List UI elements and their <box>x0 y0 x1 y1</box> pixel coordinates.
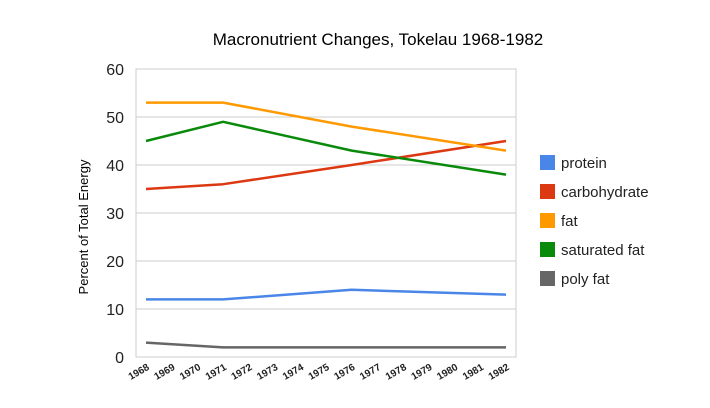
legend-swatch <box>540 155 555 170</box>
series-line-saturated-fat <box>145 120 507 176</box>
y-tick-label: 40 <box>106 158 124 175</box>
y-tick-label: 20 <box>106 254 124 271</box>
x-tick-label: 1971 <box>204 362 229 383</box>
y-tick-labels: 0 10 20 30 40 50 60 <box>106 62 124 367</box>
legend-label: carbohydrate <box>561 184 649 201</box>
x-tick-label: 1978 <box>384 362 409 383</box>
series-line-poly-fat <box>145 341 506 349</box>
y-tick-label: 30 <box>106 206 124 223</box>
x-tick-label: 1974 <box>281 362 306 383</box>
x-tick-label: 1968 <box>127 362 152 383</box>
legend-label: poly fat <box>561 271 610 288</box>
x-tick-label: 1976 <box>332 362 357 383</box>
grid-lines <box>135 68 517 358</box>
series-line-carbohydrate <box>145 139 507 191</box>
x-tick-label: 1980 <box>435 362 460 383</box>
legend-swatch <box>540 213 555 228</box>
y-tick-label: 10 <box>106 302 124 319</box>
y-tick-label: 60 <box>106 62 124 79</box>
y-tick-label: 50 <box>106 110 124 127</box>
x-tick-label: 1981 <box>461 362 486 383</box>
series-line-fat <box>146 101 507 152</box>
x-tick-label: 1977 <box>358 362 383 383</box>
series-line-protein <box>146 288 507 301</box>
series-lines <box>145 101 507 349</box>
x-tick-label: 1969 <box>152 362 177 383</box>
chart-title: Macronutrient Changes, Tokelau 1968-1982 <box>213 30 543 49</box>
legend-swatch <box>540 184 555 199</box>
x-tick-label: 1979 <box>410 362 435 383</box>
y-axis-label: Percent of Total Energy <box>76 159 91 294</box>
legend-swatch <box>540 242 555 257</box>
x-tick-label: 1972 <box>230 362 255 383</box>
x-tick-labels: 1968 1969 1970 1971 1972 1973 1974 1975 1976 1977… <box>127 362 512 383</box>
plot-area-border <box>135 68 517 358</box>
y-tick-label: 0 <box>115 350 124 367</box>
legend-label: saturated fat <box>561 242 645 259</box>
x-tick-label: 1975 <box>307 362 332 383</box>
legend-swatch <box>540 271 555 286</box>
x-tick-label: 1970 <box>178 362 203 383</box>
x-tick-label: 1982 <box>487 362 512 383</box>
legend-label: fat <box>561 213 579 230</box>
legend-label: protein <box>561 155 607 172</box>
legend: protein carbohydrate fat saturated fat poly … <box>540 155 649 288</box>
x-tick-label: 1973 <box>255 362 280 383</box>
